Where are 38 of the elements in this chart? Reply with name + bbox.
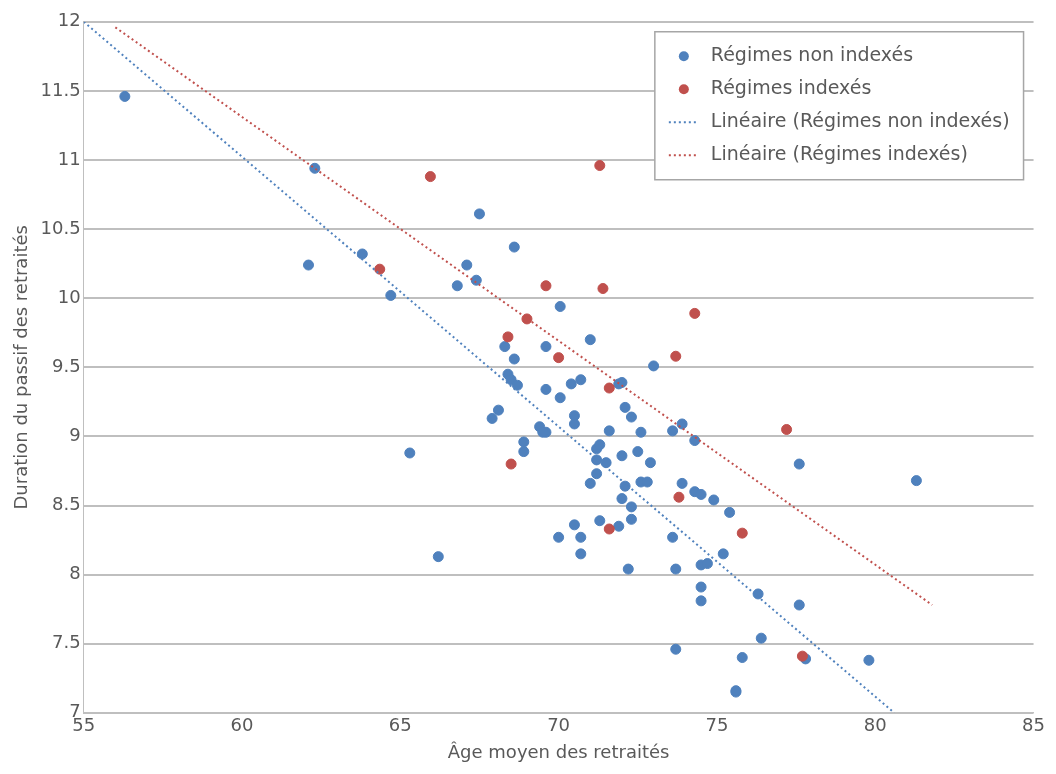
point: [796, 650, 808, 662]
y-tick-label: 8: [69, 562, 81, 584]
y-axis-title: Duration du passif des retraités: [10, 225, 32, 510]
point: [424, 171, 436, 183]
point: [540, 280, 552, 292]
y-tick-label: 10.5: [40, 216, 81, 238]
point: [781, 423, 793, 435]
x-tick-label: 85: [1022, 714, 1045, 736]
legend-label: Linéaire (Régimes non indexés): [710, 109, 1010, 132]
x-tick-label: 80: [863, 714, 887, 736]
legend-label: Régimes non indexés: [710, 43, 914, 66]
point: [670, 350, 682, 362]
point: [502, 331, 514, 343]
point: [736, 527, 748, 539]
y-tick-label: 9: [69, 424, 81, 446]
point: [603, 523, 615, 535]
x-axis-title: Âge moyen des retraités: [447, 740, 670, 762]
point: [594, 160, 606, 172]
point: [553, 352, 565, 364]
point: [374, 263, 386, 275]
x-tick-label: 70: [547, 714, 571, 736]
x-tick-label: 65: [388, 714, 412, 736]
y-tick-label: 8.5: [52, 493, 81, 515]
y-tick-label: 12: [57, 9, 81, 31]
point: [597, 283, 609, 295]
legend-label: Régimes indexés: [710, 76, 872, 99]
y-tick-label: 11: [57, 147, 81, 169]
point: [689, 307, 701, 319]
x-tick-label: 60: [230, 714, 254, 736]
point: [603, 382, 615, 394]
y-tick-label: 10: [57, 285, 81, 307]
y-tick-label: 11.5: [40, 78, 81, 100]
point: [505, 458, 517, 470]
point: [673, 491, 685, 503]
legend-label: Linéaire (Régimes indexés): [710, 142, 968, 165]
y-tick-label: 7.5: [52, 631, 81, 653]
y-tick-label: 9.5: [52, 354, 81, 376]
x-tick-label: 75: [705, 714, 729, 736]
